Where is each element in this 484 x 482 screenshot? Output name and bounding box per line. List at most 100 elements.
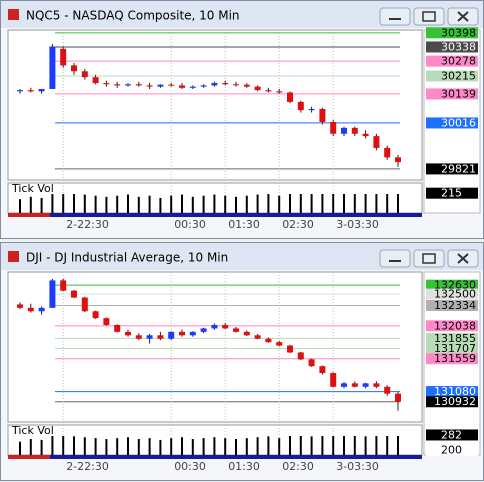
minimize-button[interactable] xyxy=(379,7,411,26)
candle-body xyxy=(265,90,272,92)
candle-body xyxy=(81,71,88,78)
time-label: 02:30 xyxy=(282,218,314,231)
volume-label-bg xyxy=(426,429,478,441)
price-label-bg xyxy=(426,353,478,365)
candle-body xyxy=(297,352,304,360)
price-label: 131855 xyxy=(434,332,476,345)
candle-body xyxy=(384,386,391,394)
price-label-bg xyxy=(426,163,478,175)
price-label-bg xyxy=(426,88,478,100)
price-label: 132334 xyxy=(434,299,476,312)
candle-body xyxy=(200,328,207,332)
volume-label: 282 xyxy=(441,428,462,441)
volume-label: 200 xyxy=(441,444,462,457)
time-label: 3-03:30 xyxy=(336,218,379,231)
candle-body xyxy=(114,324,121,332)
price-label: 30016 xyxy=(441,116,476,129)
candle-body xyxy=(27,307,34,312)
time-bar xyxy=(8,455,422,459)
candle-body xyxy=(222,324,229,329)
candle-body xyxy=(189,86,196,88)
time-label: 01:30 xyxy=(228,460,260,473)
time-label: 02:30 xyxy=(282,460,314,473)
candle-body xyxy=(308,109,315,111)
candle-body xyxy=(179,85,185,88)
candle-body xyxy=(60,280,67,291)
candle-body xyxy=(71,65,77,72)
time-bar-start xyxy=(8,455,50,459)
candle-body xyxy=(362,133,369,137)
window-frame: NQC5 - NASDAQ Composite, 10 Min 303983033… xyxy=(0,0,484,239)
candle-body xyxy=(135,84,142,86)
candle-body xyxy=(222,83,229,85)
candle-body xyxy=(146,335,153,339)
price-label-bg xyxy=(426,320,478,332)
candle-body xyxy=(17,304,23,308)
candle-body xyxy=(27,90,34,92)
candle-body xyxy=(341,383,347,387)
minimize-button[interactable] xyxy=(379,249,411,268)
candle-body xyxy=(81,297,88,312)
time-label: 00:30 xyxy=(174,460,206,473)
price-label-bg xyxy=(426,343,478,355)
candle-body xyxy=(351,127,358,134)
candle-body xyxy=(308,359,315,367)
candle-body xyxy=(168,84,175,86)
candle-body xyxy=(189,331,196,336)
time-bar xyxy=(8,213,422,217)
price-label: 132500 xyxy=(434,288,476,301)
price-label: 131080 xyxy=(434,385,476,398)
candle-body xyxy=(330,121,337,134)
candle-body xyxy=(276,342,283,346)
volume-title: Tick Vol xyxy=(11,424,54,437)
candle-body xyxy=(341,127,347,134)
candle-body xyxy=(157,84,164,87)
price-label-bg xyxy=(426,300,478,312)
candle-body xyxy=(49,280,56,308)
maximize-button[interactable] xyxy=(413,7,445,26)
time-label: 3-03:30 xyxy=(336,460,379,473)
candle-body xyxy=(351,383,358,387)
candle-body xyxy=(254,335,261,339)
chart-window: DJI - DJ Industrial Average, 10 Min 13263… xyxy=(0,242,484,482)
chart-window: NQC5 - NASDAQ Composite, 10 Min 30398 3033… xyxy=(0,0,484,240)
candle-body xyxy=(179,331,185,336)
candle-body xyxy=(287,92,293,102)
price-label: 131559 xyxy=(434,352,476,365)
candle-body xyxy=(168,331,175,339)
time-label: 2-22:30 xyxy=(66,218,109,231)
volume-label-bg xyxy=(426,187,478,199)
candle-body xyxy=(114,84,121,86)
price-label: 30338 xyxy=(441,40,476,53)
price-label: 131707 xyxy=(434,342,476,355)
price-label: 130932 xyxy=(434,395,476,408)
price-panel xyxy=(7,29,423,181)
price-label-bg xyxy=(426,70,478,82)
time-label: 2-22:30 xyxy=(66,460,109,473)
price-label-bg xyxy=(426,396,478,408)
candle-body xyxy=(49,46,56,89)
candle-body xyxy=(243,84,250,87)
price-label-bg xyxy=(426,41,478,53)
price-label-bg xyxy=(426,279,478,291)
max-glyph xyxy=(422,11,436,22)
price-label: 29821 xyxy=(441,162,476,175)
candle-body xyxy=(373,136,380,148)
app-icon xyxy=(8,251,19,262)
candle-body xyxy=(60,48,67,66)
candle-body xyxy=(319,366,326,374)
candle-body xyxy=(211,83,218,86)
candle-body xyxy=(287,345,293,353)
maximize-button[interactable] xyxy=(413,249,445,268)
candle-body xyxy=(92,77,99,84)
close-glyph xyxy=(457,253,469,264)
candle-body xyxy=(146,85,153,87)
price-label: 30215 xyxy=(441,69,476,82)
candle-body xyxy=(38,88,45,92)
candle-body xyxy=(71,290,77,298)
time-label: 01:30 xyxy=(228,218,260,231)
candle-body xyxy=(395,393,401,402)
candle-body xyxy=(233,84,239,86)
candle-body xyxy=(103,318,110,325)
candle-body xyxy=(211,324,218,329)
